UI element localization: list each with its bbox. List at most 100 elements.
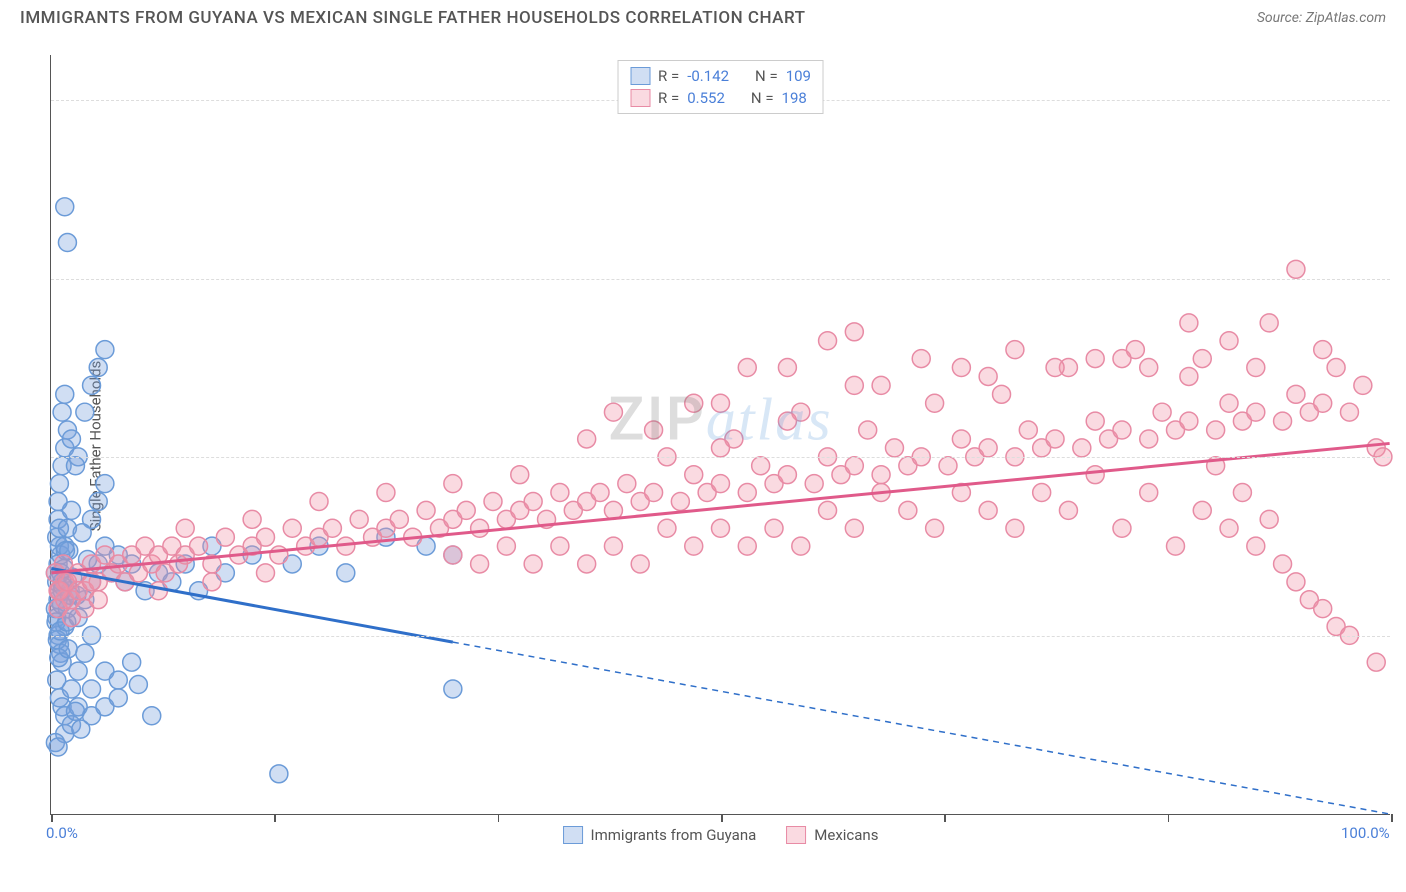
data-point: [845, 519, 863, 537]
data-point: [1167, 537, 1185, 555]
data-point: [50, 475, 68, 493]
data-point: [859, 421, 877, 439]
data-point: [243, 510, 261, 528]
data-point: [979, 367, 997, 385]
data-point: [1233, 484, 1251, 502]
data-point: [778, 359, 796, 377]
chart-title: IMMIGRANTS FROM GUYANA VS MEXICAN SINGLE…: [20, 8, 805, 28]
data-point: [1247, 359, 1265, 377]
data-point: [551, 484, 569, 502]
data-point: [83, 376, 101, 394]
x-tick: [274, 814, 276, 822]
data-point: [1207, 421, 1225, 439]
r-value-guyana: -0.142: [687, 67, 729, 85]
data-point: [685, 537, 703, 555]
data-point: [76, 403, 94, 421]
data-point: [979, 439, 997, 457]
legend-row-series-1: R = -0.142 N = 109: [630, 65, 811, 87]
legend-label-mexicans: Mexicans: [814, 826, 878, 844]
data-point: [899, 501, 917, 519]
data-point: [511, 466, 529, 484]
trend-line-dashed: [453, 642, 1390, 814]
data-point: [1073, 439, 1091, 457]
data-point: [712, 475, 730, 493]
data-point: [484, 492, 502, 510]
data-point: [1153, 403, 1171, 421]
data-point: [792, 537, 810, 555]
chart-container: IMMIGRANTS FROM GUYANA VS MEXICAN SINGLE…: [0, 0, 1406, 892]
data-point: [845, 457, 863, 475]
grid-line: [51, 636, 1390, 637]
data-point: [58, 234, 76, 252]
data-point: [190, 537, 208, 555]
data-point: [1019, 421, 1037, 439]
legend-swatch-guyana: [630, 67, 650, 85]
data-point: [89, 359, 107, 377]
data-point: [1046, 430, 1064, 448]
data-point: [752, 457, 770, 475]
data-point: [1193, 350, 1211, 368]
data-point: [270, 546, 288, 564]
data-point: [926, 519, 944, 537]
header: IMMIGRANTS FROM GUYANA VS MEXICAN SINGLE…: [0, 0, 1406, 32]
data-point: [1314, 394, 1332, 412]
data-point: [62, 680, 80, 698]
data-point: [926, 394, 944, 412]
data-point: [49, 738, 67, 756]
data-point: [993, 385, 1011, 403]
data-point: [712, 519, 730, 537]
data-point: [1220, 394, 1238, 412]
data-point: [591, 484, 609, 502]
data-point: [872, 376, 890, 394]
x-tick-label: 100.0%: [1341, 824, 1390, 842]
legend-swatch-mexicans: [630, 89, 650, 107]
data-point: [129, 676, 147, 694]
data-point: [738, 359, 756, 377]
data-point: [89, 591, 107, 609]
data-point: [83, 680, 101, 698]
data-point: [979, 501, 997, 519]
data-point: [1086, 466, 1104, 484]
data-point: [1260, 510, 1278, 528]
data-point: [257, 528, 275, 546]
data-point: [738, 484, 756, 502]
data-point: [1247, 403, 1265, 421]
data-point: [645, 484, 663, 502]
data-point: [1006, 341, 1024, 359]
data-point: [952, 359, 970, 377]
data-point: [56, 385, 74, 403]
data-point: [551, 537, 569, 555]
data-point: [66, 702, 84, 720]
data-point: [49, 492, 67, 510]
data-point: [618, 475, 636, 493]
x-tick: [1391, 814, 1393, 822]
data-point: [216, 528, 234, 546]
data-point: [712, 394, 730, 412]
n-label: N =: [751, 89, 774, 107]
data-point: [1180, 367, 1198, 385]
legend-item-mexicans: Mexicans: [786, 826, 878, 844]
data-point: [1220, 332, 1238, 350]
data-point: [778, 466, 796, 484]
data-point: [912, 350, 930, 368]
data-point: [283, 519, 301, 537]
data-point: [685, 394, 703, 412]
data-point: [109, 689, 127, 707]
data-point: [270, 765, 288, 783]
source-label: Source:: [1257, 10, 1306, 26]
data-point: [1140, 484, 1158, 502]
data-point: [778, 412, 796, 430]
data-point: [1220, 519, 1238, 537]
r-value-mexicans: 0.552: [687, 89, 725, 107]
x-tick: [498, 814, 500, 822]
data-point: [765, 519, 783, 537]
legend-swatch-icon: [563, 826, 583, 844]
data-point: [1354, 376, 1372, 394]
data-point: [76, 644, 94, 662]
x-tick: [1168, 814, 1170, 822]
x-tick: [51, 814, 53, 822]
data-point: [578, 430, 596, 448]
data-point: [1059, 501, 1077, 519]
r-label: R =: [658, 89, 679, 107]
data-point: [1006, 519, 1024, 537]
